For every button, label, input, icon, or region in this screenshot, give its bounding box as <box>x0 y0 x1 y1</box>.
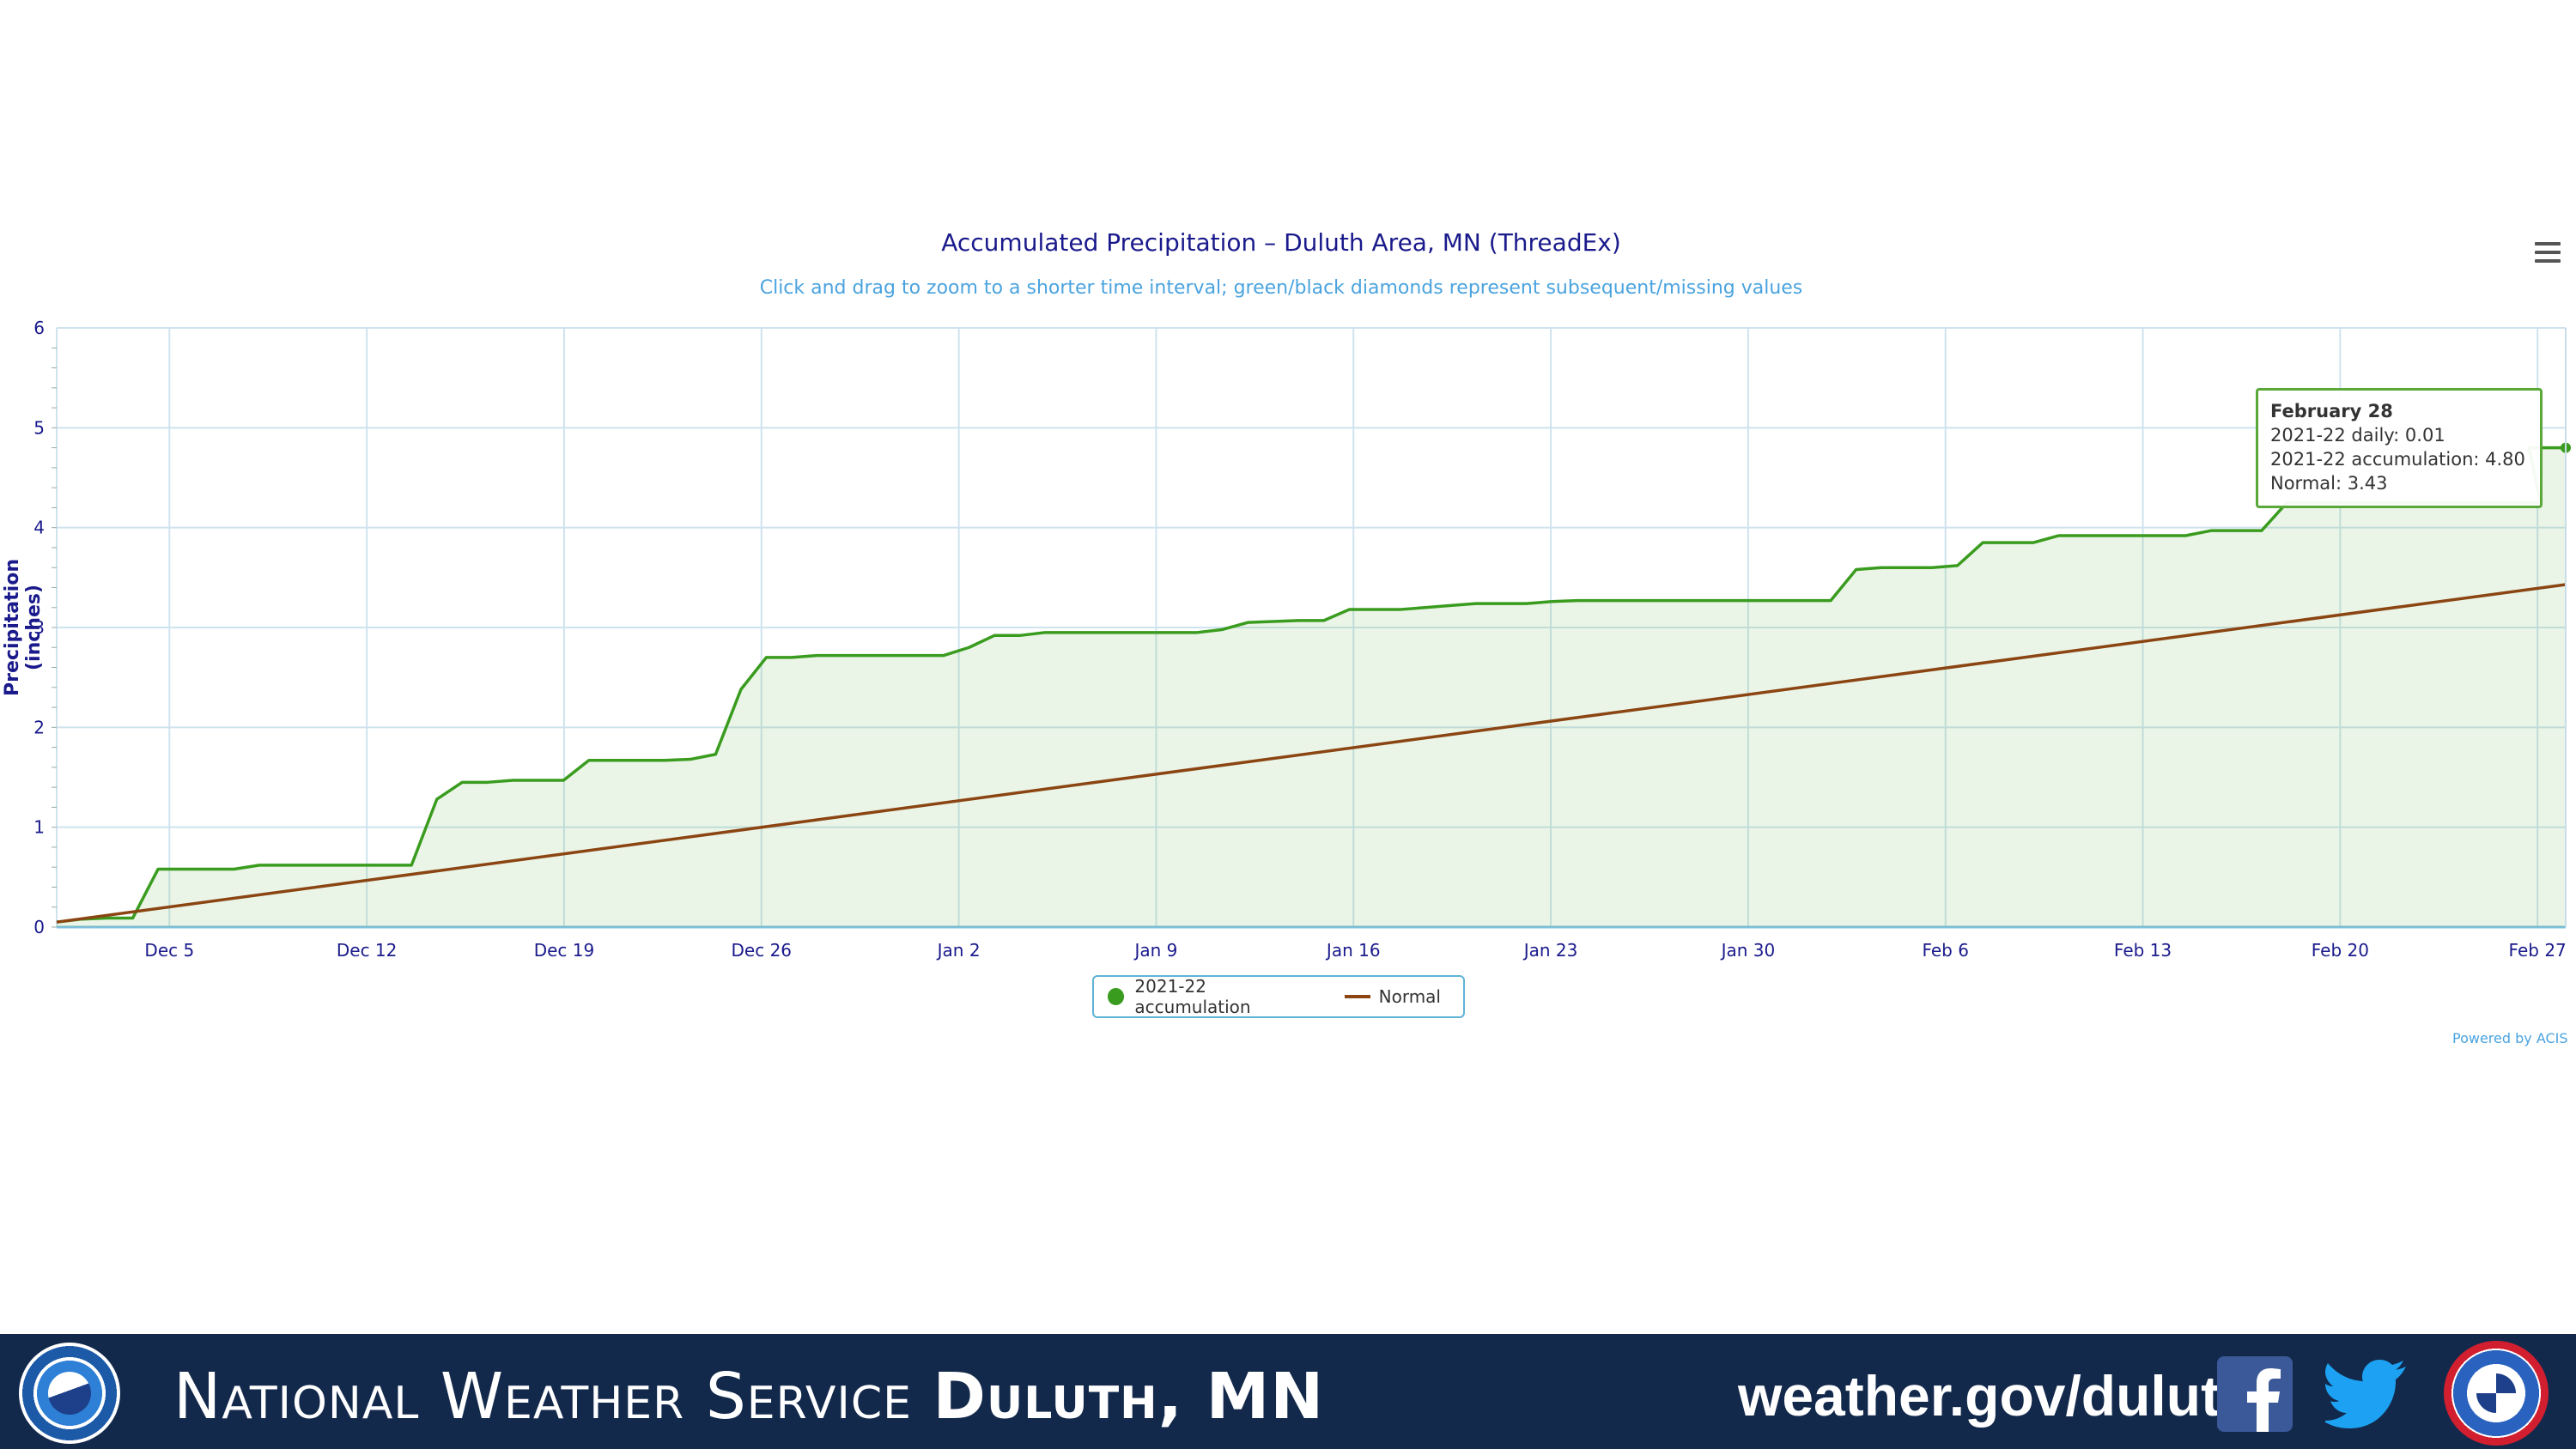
tooltip-normal: Normal: 3.43 <box>2270 473 2388 494</box>
y-tick-label: 1 <box>33 817 45 838</box>
x-tick-labels: Dec 5 Dec 12 Dec 19 Dec 26 Jan 2 Jan 9 Jan 16 J… <box>144 940 2566 961</box>
x-tick-label: Feb 6 <box>1922 940 1969 961</box>
legend-marker-normal <box>1344 995 1370 998</box>
legend-label-normal: Normal <box>1378 986 1441 1007</box>
accumulation-area <box>57 447 2566 927</box>
legend-item-accumulation[interactable]: 2021-22 accumulation <box>1108 976 1322 1017</box>
tooltip-accumulation: 2021-22 accumulation: 4.80 <box>2270 449 2525 470</box>
y-tick-labels: 0 1 2 3 4 5 6 <box>33 318 45 937</box>
x-tick-label: Jan 30 <box>1720 940 1776 961</box>
chart-tooltip: February 28 2021-22 daily: 0.01 2021-22 … <box>2256 388 2543 508</box>
x-tick-label: Dec 5 <box>144 940 194 961</box>
nws-logo-icon <box>2444 1341 2549 1446</box>
legend-label-accumulation: 2021-22 accumulation <box>1134 976 1251 1017</box>
y-minor-ticks <box>52 347 57 928</box>
facebook-icon[interactable] <box>2217 1356 2293 1432</box>
series-layer <box>56 442 2571 927</box>
normal-line <box>56 583 2567 924</box>
x-tick-label: Jan 16 <box>1325 940 1381 961</box>
x-tick-label: Jan 2 <box>936 940 981 961</box>
x-tick-label: Feb 27 <box>2509 940 2567 961</box>
accumulation-line <box>56 446 2566 924</box>
tooltip-daily: 2021-22 daily: 0.01 <box>2270 425 2445 446</box>
footer-banner: National Weather Service Duluth, MN weat… <box>0 1334 2576 1449</box>
org-office: Duluth, MN <box>933 1360 1325 1434</box>
x-tick-label: Feb 13 <box>2114 940 2172 961</box>
x-tick-label: Jan 23 <box>1522 940 1578 961</box>
x-tick-label: Dec 12 <box>337 940 398 961</box>
noaa-logo-icon <box>19 1343 120 1444</box>
y-tick-label: 6 <box>33 318 45 338</box>
chart-legend: 2021-22 accumulation Normal <box>1092 975 1465 1018</box>
x-tick-label: Dec 19 <box>534 940 595 961</box>
y-tick-label: 3 <box>33 617 45 638</box>
horizontal-gridlines <box>57 327 2566 929</box>
chart-plot[interactable]: 0 1 2 3 4 5 6 Dec 5 Dec 12 Dec 19 Dec 26 Jan 2 Jan … <box>0 0 2576 1030</box>
x-tick-label: Dec 26 <box>732 940 793 961</box>
chart-title: Accumulated Precipitation – Duluth Area,… <box>941 228 1621 257</box>
x-tick-label: Feb 20 <box>2312 940 2369 961</box>
y-tick-label: 4 <box>33 518 45 538</box>
legend-item-normal[interactable]: Normal <box>1344 986 1441 1007</box>
x-tick-label: Jan 9 <box>1133 940 1177 961</box>
org-name: National Weather Service Duluth, MN <box>173 1360 1324 1434</box>
y-tick-label: 5 <box>33 417 45 438</box>
chart-menu-icon[interactable] <box>2535 242 2561 268</box>
chart-subtitle: Click and drag to zoom to a shorter time… <box>759 277 1803 299</box>
twitter-icon[interactable] <box>2323 1358 2408 1432</box>
tooltip-date: February 28 <box>2270 401 2393 421</box>
y-tick-label: 2 <box>33 717 45 737</box>
y-tick-label: 0 <box>33 917 45 937</box>
org-prefix: National Weather Service <box>173 1360 913 1434</box>
site-url-link[interactable]: weather.gov/duluth <box>1738 1364 2255 1428</box>
legend-marker-accumulation <box>1108 988 1125 1005</box>
powered-by-link[interactable]: Powered by ACIS <box>2452 1030 2568 1046</box>
